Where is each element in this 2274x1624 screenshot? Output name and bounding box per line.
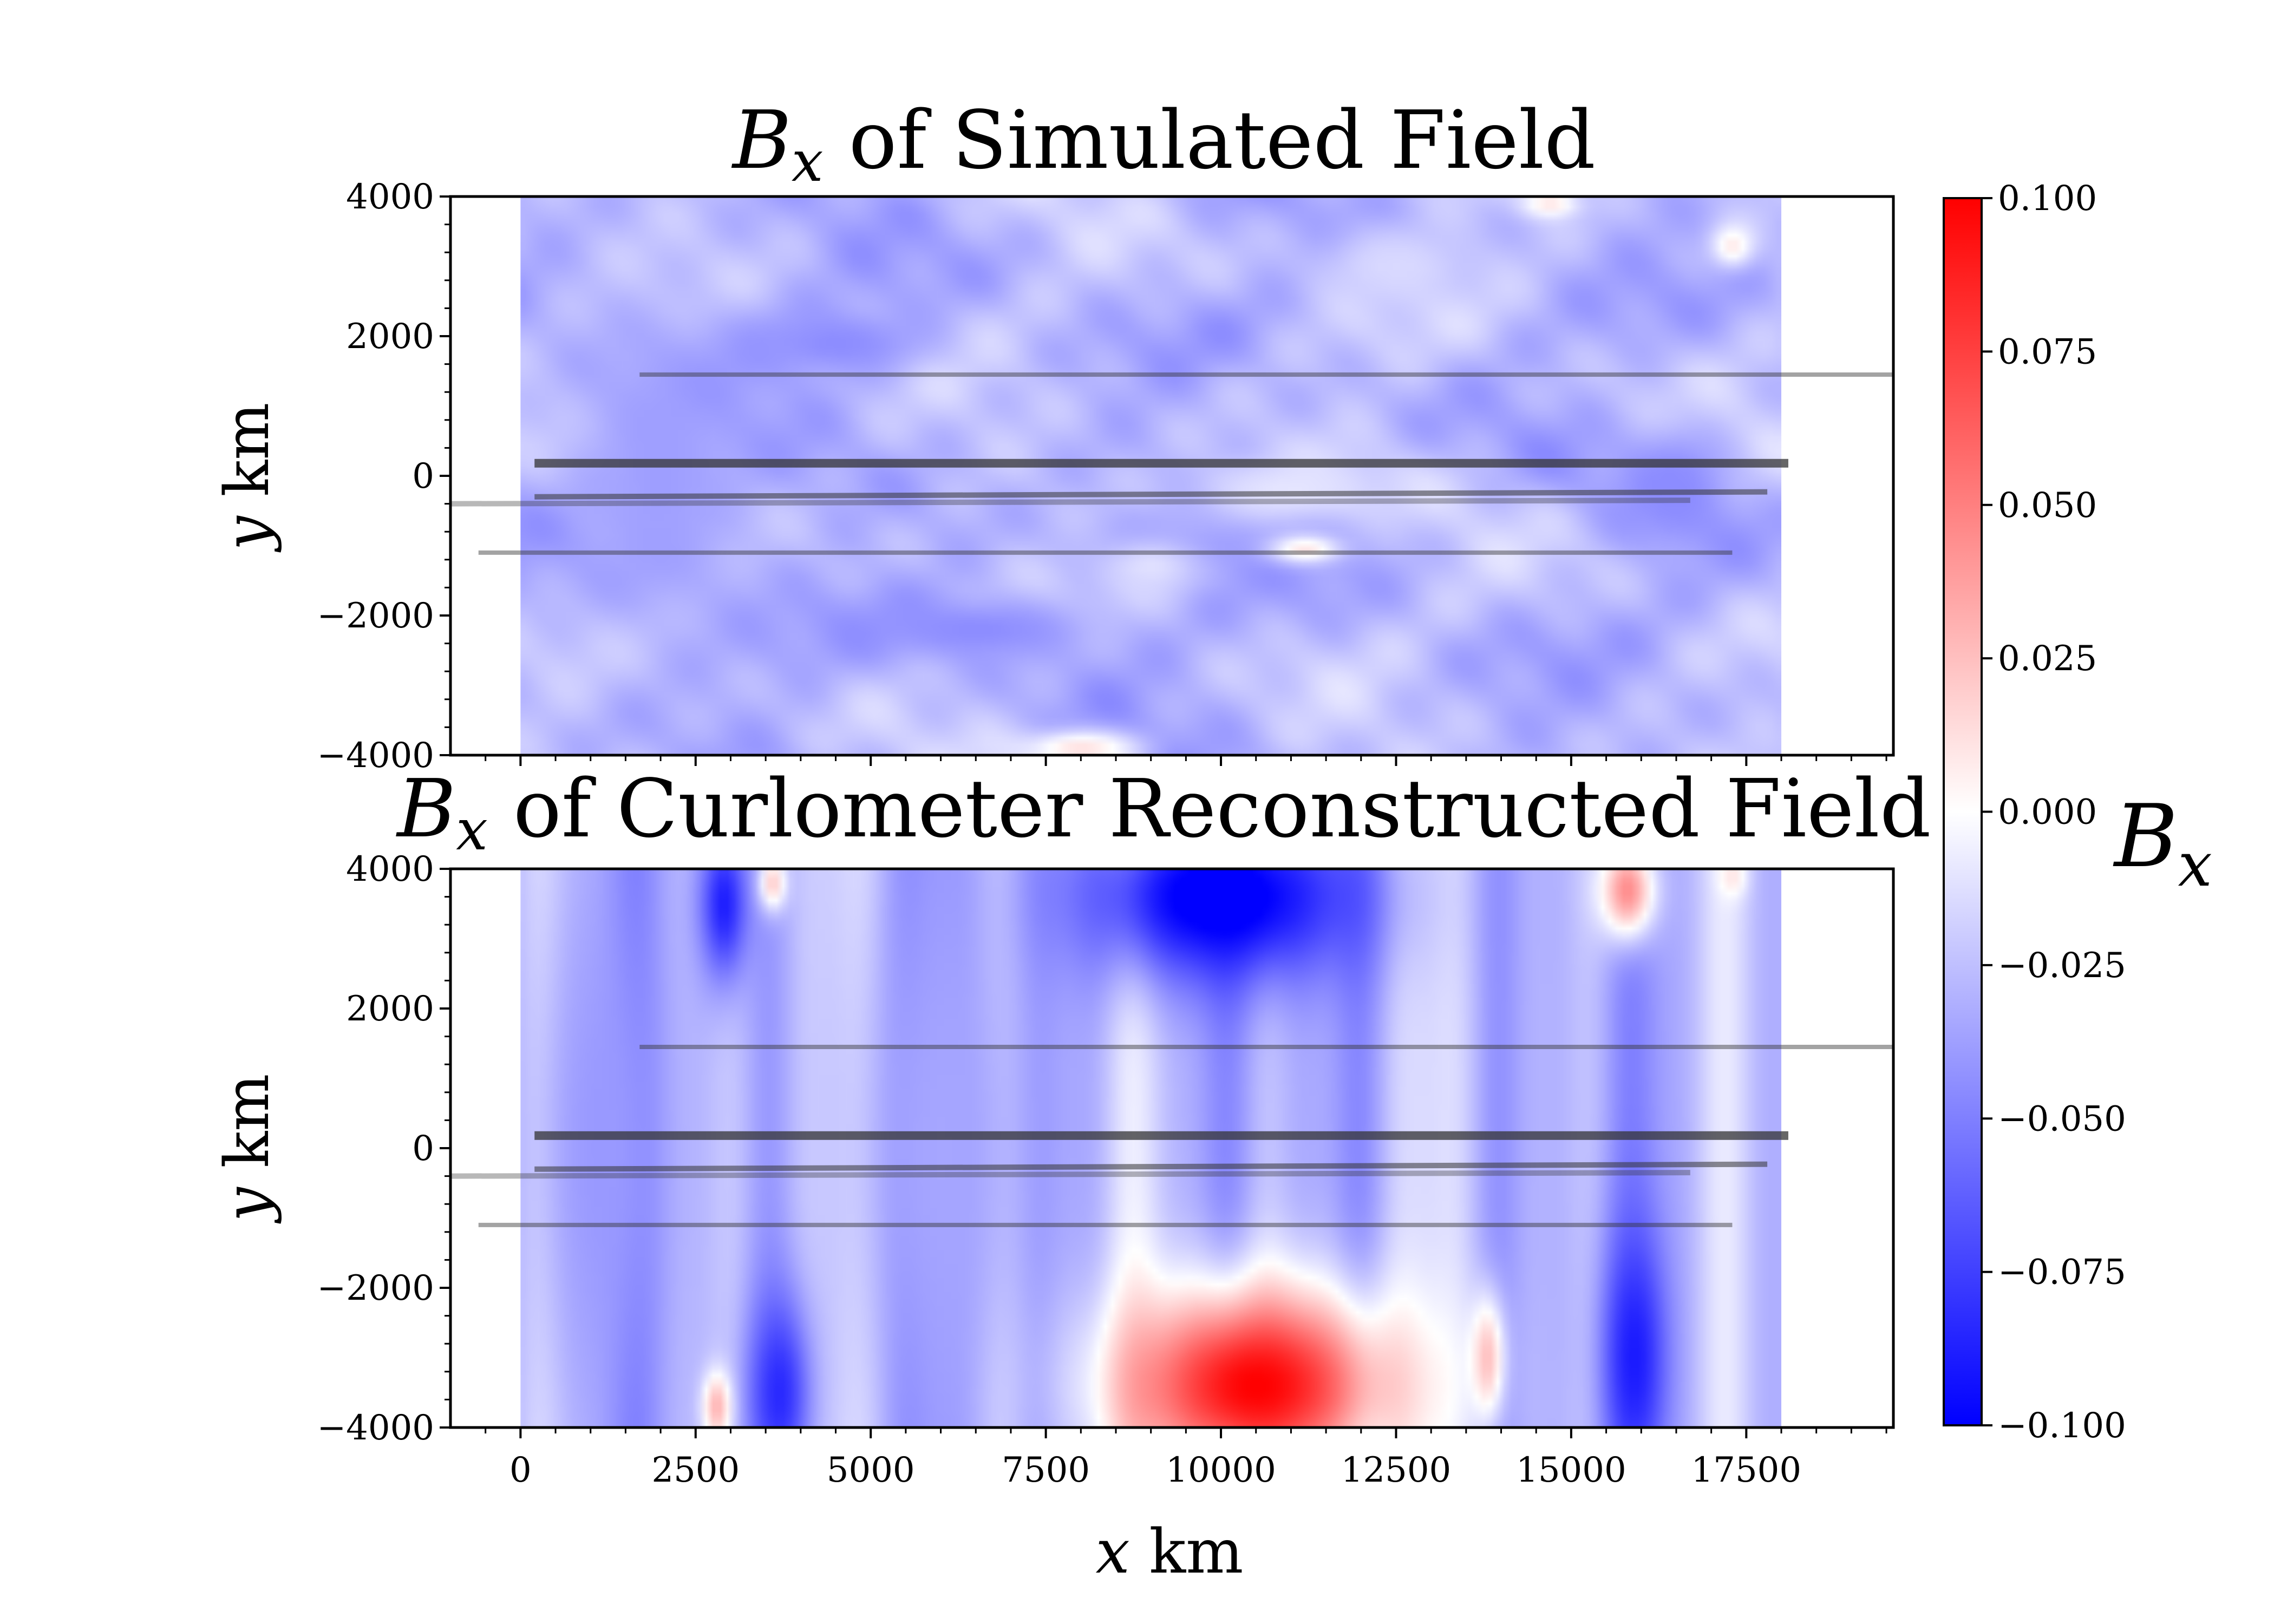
colorbar-tick-label: 0.000 <box>1998 793 2097 833</box>
colorbar-tick-label: −0.075 <box>1998 1253 2126 1293</box>
y-tick-label: −4000 <box>317 736 435 776</box>
simulated-field-ylabel: y km <box>212 403 283 553</box>
y-tick-label: −2000 <box>317 1268 435 1308</box>
colorbar-tick-label: −0.025 <box>1998 946 2126 986</box>
colorbar-tick-label: −0.100 <box>1998 1406 2126 1446</box>
x-tick-label: 17500 <box>1691 1450 1802 1490</box>
curlometer-field-ylabel: y km <box>212 1074 283 1224</box>
trajectory-line-3 <box>450 497 1690 507</box>
curlometer-field-ticks: 0 2500 5000 7500 10000 12500 15000 17500 4000 200… <box>317 849 1887 1490</box>
y-tick-label: −4000 <box>317 1408 435 1448</box>
trajectory-line-2 <box>534 489 1768 500</box>
x-tick-label: 2500 <box>651 1450 740 1490</box>
colorbar-ticks: 0.100 0.075 0.050 0.025 0.000 −0.025 −0.050 −0.… <box>1982 179 2126 1446</box>
simulated-field-ticks: 4000 2000 0 −2000 −4000 <box>317 177 1887 776</box>
spacecraft-trajectories-top <box>450 372 1893 555</box>
simulated-field-panel: Bx of Simulated Field 4000 2000 0 −2000 −400… <box>212 94 1895 776</box>
colorbar-tick-label: 0.050 <box>1998 486 2097 526</box>
y-tick-label: 2000 <box>346 989 434 1029</box>
colorbar-tick-label: 0.025 <box>1998 639 2097 679</box>
curlometer-field-title: Bx of Curlometer Reconstructed Field <box>395 762 1931 863</box>
trajectory-line-3 <box>450 1170 1690 1179</box>
y-tick-label: 2000 <box>346 317 434 357</box>
x-tick-label: 7500 <box>1002 1450 1090 1490</box>
x-tick-label: 0 <box>509 1450 532 1490</box>
simulated-field-heatmap <box>520 197 1782 755</box>
x-tick-label: 15000 <box>1516 1450 1626 1490</box>
y-tick-label: 4000 <box>346 177 434 217</box>
x-tick-label: 12500 <box>1341 1450 1452 1490</box>
colorbar-tick-label: −0.050 <box>1998 1099 2126 1139</box>
simulated-field-title: Bx of Simulated Field <box>731 94 1596 194</box>
colorbar-tick-label: 0.100 <box>1998 179 2097 219</box>
x-tick-label: 5000 <box>827 1450 915 1490</box>
colorbar: 0.100 0.075 0.050 0.025 0.000 −0.025 −0.050 −0.… <box>1943 179 2212 1446</box>
y-tick-label: −2000 <box>317 596 435 636</box>
y-tick-label: 4000 <box>346 849 434 889</box>
spacecraft-trajectories-bottom <box>450 1044 1893 1227</box>
curlometer-field-heatmap <box>520 869 1782 1427</box>
x-axis-label: x km <box>1096 1517 1244 1587</box>
curlometer-field-panel: Bx of Curlometer Reconstructed Field 0 25… <box>212 762 1931 1587</box>
x-tick-label: 10000 <box>1166 1450 1276 1490</box>
colorbar-label: Bx <box>2113 785 2212 900</box>
y-tick-label: 0 <box>412 1129 434 1169</box>
trajectory-line-2 <box>534 1161 1768 1172</box>
colorbar-tick-label: 0.075 <box>1998 332 2097 372</box>
y-tick-label: 0 <box>412 456 434 496</box>
colorbar-gradient <box>1943 197 1983 1426</box>
